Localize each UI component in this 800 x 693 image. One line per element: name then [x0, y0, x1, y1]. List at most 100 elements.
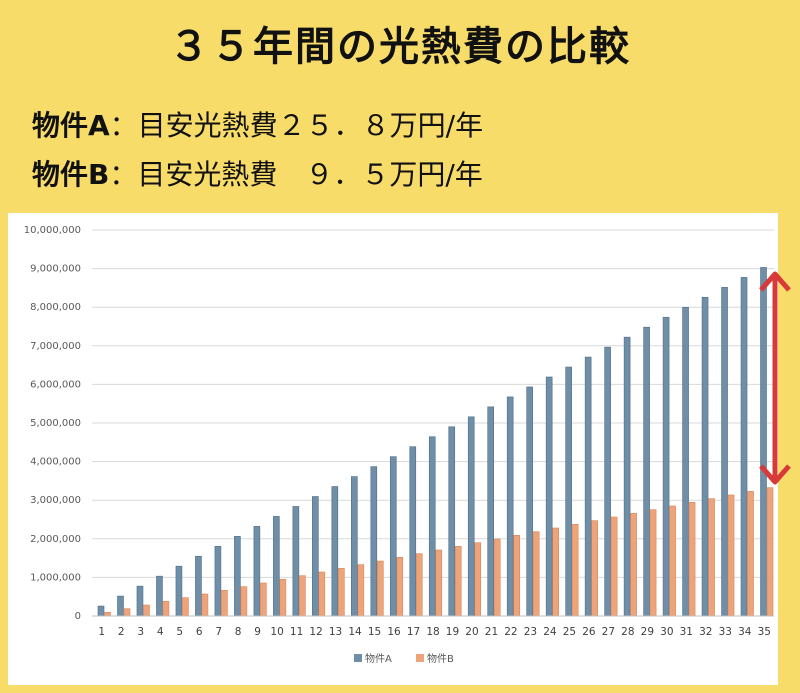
bar-a — [175, 565, 183, 617]
bar-b — [260, 582, 267, 617]
x-tick-label: 16 — [387, 626, 401, 638]
bar-b — [240, 586, 248, 617]
x-tick-label: 8 — [235, 626, 242, 638]
bar-b — [493, 538, 501, 617]
y-tick-label: 9,000,000 — [30, 264, 81, 275]
property-b-line: 物件B：目安光熱費 ９．５万円/年 — [32, 153, 483, 193]
bar-b — [318, 571, 326, 617]
x-tick-label: 34 — [738, 626, 752, 638]
bar-b — [474, 542, 482, 617]
bar-b — [727, 494, 735, 617]
bar-a — [389, 456, 397, 617]
bar-a — [273, 516, 280, 617]
bar-a — [331, 486, 339, 617]
bar-a — [97, 605, 105, 617]
bar-b — [571, 524, 579, 617]
y-tick-label: 7,000,000 — [30, 341, 81, 352]
bar-a — [623, 336, 631, 617]
x-tick-label: 5 — [176, 626, 183, 638]
x-tick-label: 3 — [137, 626, 144, 638]
bar-b — [454, 546, 462, 617]
property-b-text: ：目安光熱費 ９．５万円/年 — [109, 158, 483, 191]
y-tick-label: 4,000,000 — [30, 457, 81, 468]
bar-b — [610, 516, 618, 617]
y-tick-label: 8,000,000 — [30, 302, 81, 313]
bar-a — [604, 346, 611, 617]
x-tick-label: 18 — [426, 626, 439, 638]
y-tick-label: 3,000,000 — [30, 495, 81, 506]
bar-b — [143, 604, 150, 617]
bar-a — [643, 326, 650, 617]
bar-a — [409, 446, 417, 617]
bar-a — [351, 476, 358, 617]
bar-b — [201, 593, 209, 617]
bar-a — [740, 277, 748, 617]
legend-label: 物件B — [427, 652, 454, 665]
bar-b — [299, 575, 306, 617]
x-tick-label: 32 — [699, 626, 712, 638]
bar-a — [234, 536, 241, 617]
x-tick-label: 22 — [504, 626, 517, 638]
y-tick-label: 10,000,000 — [24, 225, 81, 236]
x-tick-label: 10 — [270, 626, 283, 638]
x-tick-label: 9 — [254, 626, 261, 638]
y-tick-label: 1,000,000 — [30, 572, 81, 583]
bar-b — [396, 557, 404, 617]
bar-b — [630, 513, 637, 617]
bar-a — [214, 545, 222, 617]
bar-b — [162, 601, 170, 617]
bar-a — [545, 376, 553, 617]
bar-a — [156, 575, 163, 617]
y-tick-label: 2,000,000 — [30, 534, 81, 545]
bar-b — [669, 505, 676, 617]
property-b-label: 物件B — [32, 158, 110, 191]
bar-a — [682, 306, 689, 617]
x-tick-label: 14 — [348, 626, 362, 638]
bar-b — [376, 560, 384, 617]
x-tick-label: 31 — [680, 626, 693, 638]
x-tick-label: 2 — [118, 626, 125, 638]
x-tick-label: 29 — [641, 626, 654, 638]
x-tick-label: 4 — [157, 626, 164, 638]
legend-swatch — [354, 654, 362, 662]
bar-chart: 0 1,000,000 2,000,000 3,000,000 4,000,000 5,0… — [24, 225, 774, 665]
legend-label: 物件A — [365, 652, 392, 665]
x-tick-label: 33 — [719, 626, 732, 638]
x-tick-label: 25 — [563, 626, 576, 638]
bar-b — [591, 520, 598, 617]
bar-a — [487, 406, 495, 617]
x-tick-label: 17 — [407, 626, 420, 638]
bar-b — [649, 509, 657, 617]
property-a-text: ：目安光熱費２５．８万円/年 — [109, 109, 484, 142]
x-tick-label: 15 — [368, 626, 381, 638]
bar-b — [552, 527, 559, 617]
x-tick-label: 23 — [524, 626, 537, 638]
bar-a — [565, 366, 572, 617]
bar-b — [747, 491, 754, 617]
x-tick-label: 21 — [485, 626, 498, 638]
bar-b — [104, 612, 111, 617]
bar-b — [123, 608, 131, 617]
y-tick-label: 5,000,000 — [30, 418, 81, 429]
chart-panel: 0 1,000,000 2,000,000 3,000,000 4,000,000 5,0… — [8, 213, 778, 685]
x-tick-label: 28 — [621, 626, 634, 638]
bar-b — [688, 502, 696, 617]
bar-a — [136, 585, 144, 617]
bar-a — [701, 297, 709, 617]
bar-b — [435, 549, 443, 617]
x-tick-label: 27 — [602, 626, 615, 638]
bar-b — [415, 553, 423, 617]
bar-a — [662, 316, 670, 617]
bar-a — [312, 496, 319, 617]
bar-a — [292, 506, 300, 617]
bar-a — [117, 595, 124, 617]
x-tick-label: 13 — [329, 626, 342, 638]
y-tick-label: 0 — [75, 611, 81, 622]
bar-a — [448, 426, 456, 617]
y-tick-label: 6,000,000 — [30, 379, 81, 390]
bar-a — [428, 436, 436, 617]
bar-a — [721, 287, 728, 617]
bar-a — [467, 416, 475, 617]
bar-a — [253, 526, 261, 617]
difference-arrow-icon — [759, 271, 791, 485]
